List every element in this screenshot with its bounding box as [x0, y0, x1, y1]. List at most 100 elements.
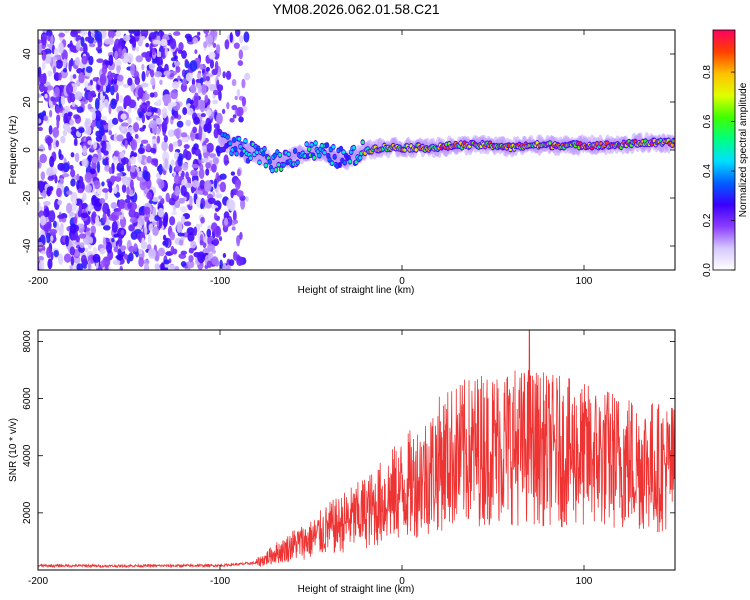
noise-speck — [196, 190, 204, 195]
noise-speck — [130, 156, 136, 165]
noise-speck — [102, 123, 110, 131]
noise-speck — [59, 177, 64, 185]
noise-speck — [143, 206, 151, 215]
noise-speck — [232, 114, 237, 119]
noise-speck — [243, 31, 250, 43]
noise-speck — [191, 163, 199, 169]
noise-speck — [41, 61, 46, 70]
noise-speck — [43, 208, 50, 218]
noise-speck — [102, 236, 106, 247]
noise-speck — [154, 263, 160, 270]
noise-speck — [159, 79, 163, 86]
noise-speck — [47, 258, 53, 270]
noise-speck — [164, 157, 169, 168]
noise-speck — [167, 129, 175, 137]
noise-speck — [138, 215, 145, 227]
noise-speck — [121, 122, 129, 127]
noise-speck — [122, 83, 130, 88]
noise-speck — [239, 35, 244, 44]
noise-speck — [123, 52, 129, 59]
noise-speck — [47, 70, 53, 77]
noise-speck — [140, 139, 149, 144]
noise-speck — [241, 96, 247, 107]
noise-speck — [205, 75, 211, 82]
noise-speck — [53, 72, 61, 82]
noise-speck — [221, 108, 226, 115]
y-tick-label: 8000 — [22, 330, 33, 353]
noise-speck — [127, 106, 132, 114]
noise-speck — [80, 254, 87, 265]
noise-speck — [81, 55, 88, 65]
noise-speck — [193, 143, 199, 151]
noise-speck — [111, 221, 118, 233]
noise-speck — [214, 60, 219, 72]
noise-speck — [232, 210, 237, 222]
noise-speck — [55, 106, 61, 114]
noise-speck — [112, 259, 121, 266]
noise-speck — [119, 95, 124, 103]
noise-speck — [102, 84, 107, 93]
noise-speck — [185, 72, 193, 82]
noise-speck — [62, 67, 68, 73]
noise-speck — [183, 144, 190, 149]
noise-speck — [113, 43, 120, 50]
noise-speck — [190, 132, 195, 138]
noise-speck — [223, 211, 230, 220]
noise-speck — [222, 253, 227, 258]
noise-speck — [127, 117, 132, 125]
noise-speck — [82, 192, 87, 201]
ridge-core — [320, 144, 324, 148]
noise-speck — [40, 171, 46, 181]
noise-speck — [60, 135, 66, 144]
noise-speck — [235, 30, 241, 37]
noise-speck — [84, 36, 90, 42]
colorbar-tick-label: 0.0 — [702, 263, 713, 277]
noise-speck — [211, 249, 217, 254]
noise-speck — [218, 90, 222, 101]
noise-speck — [38, 241, 44, 249]
noise-speck — [78, 228, 84, 234]
noise-speck — [184, 182, 193, 189]
noise-speck — [75, 41, 81, 51]
noise-speck — [134, 76, 141, 85]
noise-speck — [120, 229, 125, 236]
noise-speck — [141, 52, 149, 58]
noise-speck — [90, 90, 96, 97]
noise-speck — [91, 30, 95, 34]
noise-speck — [174, 200, 181, 209]
noise-speck — [237, 60, 244, 67]
noise-speck — [74, 91, 83, 101]
noise-speck — [191, 78, 196, 87]
noise-speck — [137, 147, 146, 155]
noise-speck — [206, 109, 212, 117]
noise-speck — [185, 171, 189, 180]
noise-speck — [113, 78, 118, 85]
noise-speck — [58, 149, 62, 159]
ridge-core — [277, 162, 281, 167]
noise-speck — [105, 99, 109, 107]
noise-speck — [182, 78, 187, 86]
heatmap-x-ticks: -200 -100 0 100 — [28, 30, 593, 287]
noise-speck — [116, 134, 124, 142]
noise-speck — [102, 202, 110, 215]
noise-speck — [45, 55, 52, 64]
noise-speck — [175, 165, 182, 172]
noise-speck — [38, 205, 44, 211]
colorbar: 0.0 0.2 0.4 0.6 0.8 Normalized spectral ampl… — [702, 29, 749, 277]
noise-speck — [156, 135, 161, 144]
noise-speck — [130, 139, 138, 151]
noise-speck — [82, 145, 88, 156]
noise-speck — [78, 202, 83, 215]
ridge-core — [361, 140, 365, 145]
noise-speck — [89, 168, 96, 175]
noise-speck — [38, 180, 45, 188]
noise-speck — [158, 163, 163, 176]
colorbar-frame — [712, 29, 736, 271]
x-tick-label: 100 — [576, 576, 593, 587]
noise-speck — [171, 81, 180, 89]
noise-speck — [43, 221, 52, 233]
noise-speck — [99, 197, 106, 204]
ridge-core — [228, 141, 232, 146]
noise-speck — [104, 191, 109, 201]
noise-speck — [139, 104, 147, 109]
